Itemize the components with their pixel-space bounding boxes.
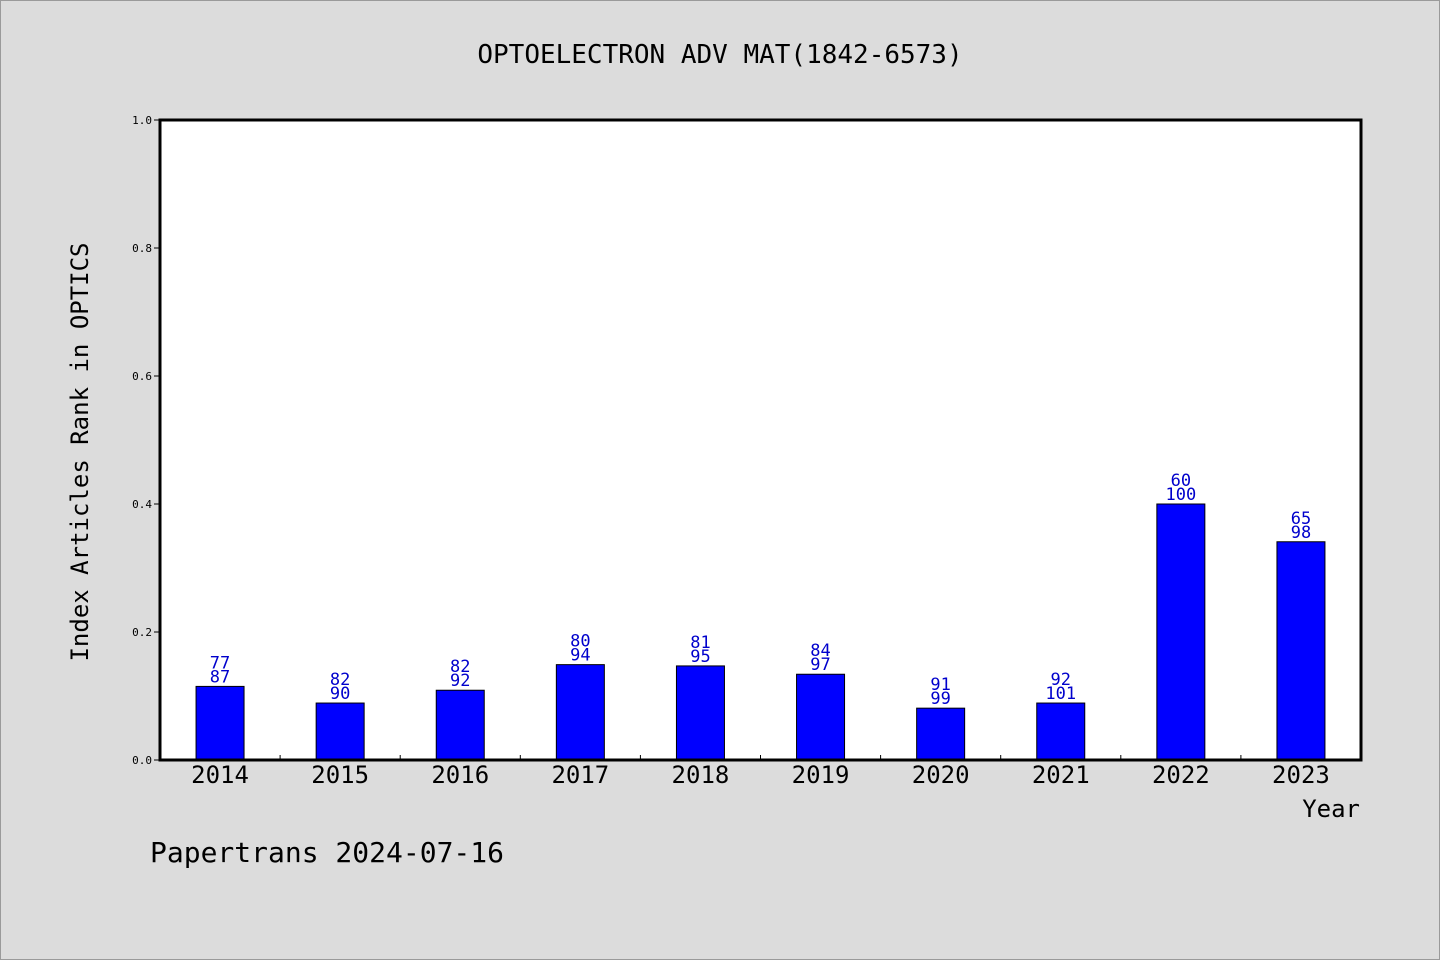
data-label-bottom: 98 [1291,523,1311,543]
data-label-top: 81 [690,633,710,653]
bar-2019 [796,673,846,761]
bar-2014 [195,685,245,761]
bar-2022 [1156,503,1206,761]
y-tick-label: 0.4 [132,498,152,511]
data-label-top: 82 [330,670,350,690]
data-label-bottom: 99 [930,689,950,709]
data-label-bottom: 100 [1165,485,1196,505]
bar-2016 [435,689,485,761]
chart-title: OPTOELECTRON ADV MAT(1842-6573) [477,40,962,70]
bar-2023 [1276,541,1326,761]
data-label-bottom: 94 [570,646,590,666]
y-tick-label: 0.2 [132,626,152,639]
y-axis-label: Index Articles Rank in OPTICS [66,242,94,661]
data-label-bottom: 97 [810,655,830,675]
x-tick-label: 2021 [1032,761,1090,789]
data-label-top: 65 [1291,509,1311,529]
y-tick-label: 0.8 [132,242,152,255]
data-label-top: 91 [930,675,950,695]
y-tick-label: 1.0 [132,114,152,127]
data-label-top: 60 [1171,471,1191,491]
data-label-bottom: 90 [330,684,350,704]
x-tick-label: 2014 [191,761,249,789]
x-tick-label: 2015 [311,761,369,789]
bar-2021 [1036,702,1086,761]
data-label-bottom: 92 [450,671,470,691]
y-axis-ticks: 0.0 0.2 0.4 0.6 0.8 1.0 [132,114,160,767]
bar-2015 [315,702,365,761]
x-tick-label: 2022 [1152,761,1210,789]
x-tick-label: 2019 [792,761,850,789]
data-label-bottom: 95 [690,647,710,667]
x-axis-label: Year [1302,795,1360,823]
y-tick-label: 0.0 [132,754,152,767]
x-tick-label: 2018 [672,761,730,789]
data-label-bottom: 101 [1045,684,1076,704]
plot-border [158,118,1363,762]
x-tick-label: 2023 [1272,761,1330,789]
x-tick-label: 2020 [912,761,970,789]
data-label-top: 80 [570,632,590,652]
bars-group [195,503,1326,761]
data-label-bottom: 87 [210,667,230,687]
x-axis-ticks: 2014 2015 2016 2017 2018 2019 2020 2021 2022 2023 [191,755,1330,789]
bar-2017 [555,664,605,761]
data-label-top: 77 [210,653,230,673]
data-label-top: 92 [1051,670,1071,690]
bar-2018 [675,665,725,761]
data-label-top: 84 [810,641,830,661]
y-tick-label: 0.6 [132,370,152,383]
x-tick-label: 2016 [431,761,489,789]
data-label-top: 82 [450,657,470,677]
footer-text: Papertrans 2024-07-16 [150,836,504,869]
bar-2020 [916,707,966,761]
x-tick-label: 2017 [551,761,609,789]
